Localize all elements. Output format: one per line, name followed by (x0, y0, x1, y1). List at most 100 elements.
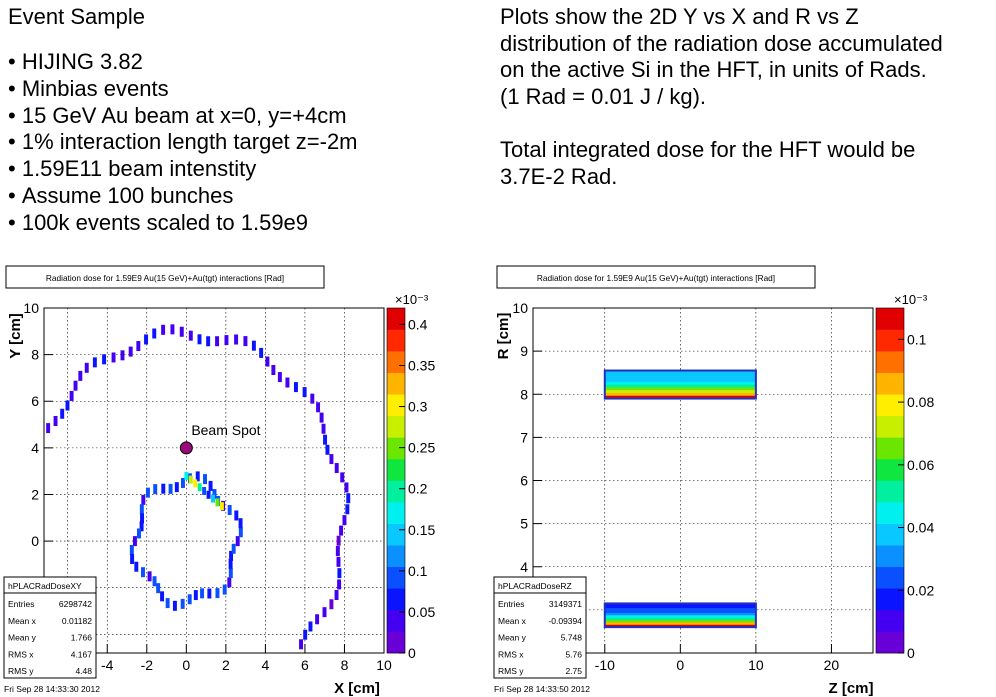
xy-title-box (5, 265, 325, 289)
note-line: 3.7E-2 Rad. (500, 163, 618, 189)
xy-dose-cell (234, 334, 239, 345)
rz-dose-band-row (604, 376, 756, 380)
xy-stats-value: 0.01182 (62, 616, 92, 626)
xy-dose-cell (334, 589, 339, 600)
xy-dose-cell (137, 528, 141, 539)
xy-palette-swatch (387, 372, 405, 395)
beam-spot-marker (179, 441, 193, 455)
xy-dose-cell (147, 571, 152, 582)
xy-dose-cell (145, 487, 150, 498)
xy-dose-cell (129, 544, 134, 555)
xy-dose-cell (203, 474, 207, 485)
xy-dose-cell (227, 505, 232, 516)
rz-stats-label: RMS y (498, 666, 524, 676)
xy-palette-swatch (387, 394, 405, 417)
xy-y-tick-label: 4 (31, 440, 39, 456)
rz-dose-band-row (604, 624, 756, 628)
rz-palette-swatch (876, 372, 904, 395)
rz-stats-label: Entries (498, 599, 524, 609)
bullet-item: 1.59E11 beam intenstity (8, 156, 358, 183)
rz-z-tick-label: 0.06 (907, 457, 934, 473)
xy-dose-cell (325, 444, 330, 455)
xy-x-tick-label: -2 (141, 657, 154, 673)
rz-palette-swatch (876, 631, 904, 654)
xy-dose-cell (130, 554, 135, 565)
rz-dose-band-outline (603, 369, 757, 400)
xy-x-tick-label: 10 (376, 657, 392, 673)
rz-y-tick-label: 5 (520, 516, 528, 532)
xy-dose-cell (180, 477, 185, 488)
xy-dose-cell (229, 550, 234, 561)
xy-z-tick-label: 0.1 (408, 563, 428, 579)
xy-palette-swatch (387, 566, 405, 589)
xy-dose-cell (329, 454, 334, 465)
xy-dose-cell (92, 357, 97, 368)
xy-palette-swatch (387, 480, 405, 503)
xy-dose-cell (193, 479, 198, 488)
xy-dose-cell (337, 579, 342, 590)
xy-dose-cell (128, 346, 133, 357)
rz-palette-swatch (876, 588, 904, 611)
xy-dose-cell (293, 382, 298, 393)
xy-dose-cell (84, 362, 89, 373)
xy-palette-swatch (387, 415, 405, 438)
rz-palette-swatch (876, 394, 904, 417)
rz-z-tick-label: 0.04 (907, 520, 934, 536)
xy-y-tick-label: 2 (31, 486, 39, 502)
plot-description: Plots show the 2D Y vs X and R vs Z dist… (500, 4, 990, 190)
xy-dose-cell (53, 416, 58, 427)
xy-dose-cell (188, 330, 193, 341)
rz-stats-label: Mean x (498, 616, 527, 626)
slide-title: Event Sample (8, 4, 145, 29)
xy-palette-swatch (387, 437, 405, 460)
note-line: on the active Si in the HFT, in units of… (500, 57, 927, 83)
xy-stats-label: RMS x (8, 649, 34, 659)
xy-dose-cell (235, 536, 240, 547)
xy-palette-swatch (387, 502, 405, 524)
bullet-item: HIJING 3.82 (8, 49, 358, 76)
rz-chart-title: Radiation dose for 1.59E9 Au(15 GeV)+Au(… (537, 273, 775, 283)
rz-x-tick-label: -10 (595, 657, 615, 673)
note-line: distribution of the radiation dose accum… (500, 30, 943, 56)
xy-dose-cell (207, 588, 212, 599)
xy-palette-swatch (387, 351, 405, 373)
xy-dose-cell (285, 377, 290, 388)
xy-dose-cell (156, 583, 161, 594)
rz-dose-band-row (604, 605, 756, 609)
rz-dose-band-row (604, 622, 756, 626)
xy-dose-cell (212, 489, 217, 500)
bullet-item: Assume 100 bunches (8, 183, 358, 210)
xy-dose-cell (308, 621, 313, 632)
xy-dose-cell (111, 352, 116, 363)
rz-dose-band-row (604, 395, 756, 399)
xy-palette-swatch (387, 631, 405, 654)
rz-dose-band-row (604, 373, 756, 377)
xy-z-tick-label: 0.4 (408, 316, 428, 332)
xy-palette-swatch (387, 458, 405, 481)
rz-stats-value: 3149371 (549, 599, 582, 609)
rz-x-axis-label: Z [cm] (829, 680, 874, 697)
xy-dose-cell (69, 390, 74, 401)
rz-palette-swatch (876, 480, 904, 503)
xy-x-axis-label: X [cm] (334, 680, 380, 697)
xy-stats-value: 4.48 (75, 666, 92, 676)
xy-dose-cell (65, 400, 70, 411)
xy-dose-cell (310, 393, 315, 404)
xy-palette-swatch (387, 588, 405, 611)
xy-stats-name: hPLACRadDoseXY (8, 581, 82, 591)
xy-dose-cells (43, 324, 351, 654)
xy-x-tick-label: 8 (341, 657, 349, 673)
xy-x-tick-label: 2 (222, 657, 230, 673)
rz-dose-band-row (604, 390, 756, 394)
xy-plot-frame (43, 307, 385, 654)
rz-stats-label: RMS x (498, 649, 524, 659)
xy-dose-cell (120, 350, 125, 361)
rz-stats-value: 5.748 (561, 633, 583, 643)
rz-stats-value: -0.09394 (548, 616, 582, 626)
xy-y-tick-label: 0 (31, 533, 39, 549)
rz-palette-swatch (876, 609, 904, 632)
xy-dose-cell (206, 336, 211, 347)
xy-x-tick-label: 4 (261, 657, 269, 673)
xy-x-tick-label: 0 (182, 657, 190, 673)
